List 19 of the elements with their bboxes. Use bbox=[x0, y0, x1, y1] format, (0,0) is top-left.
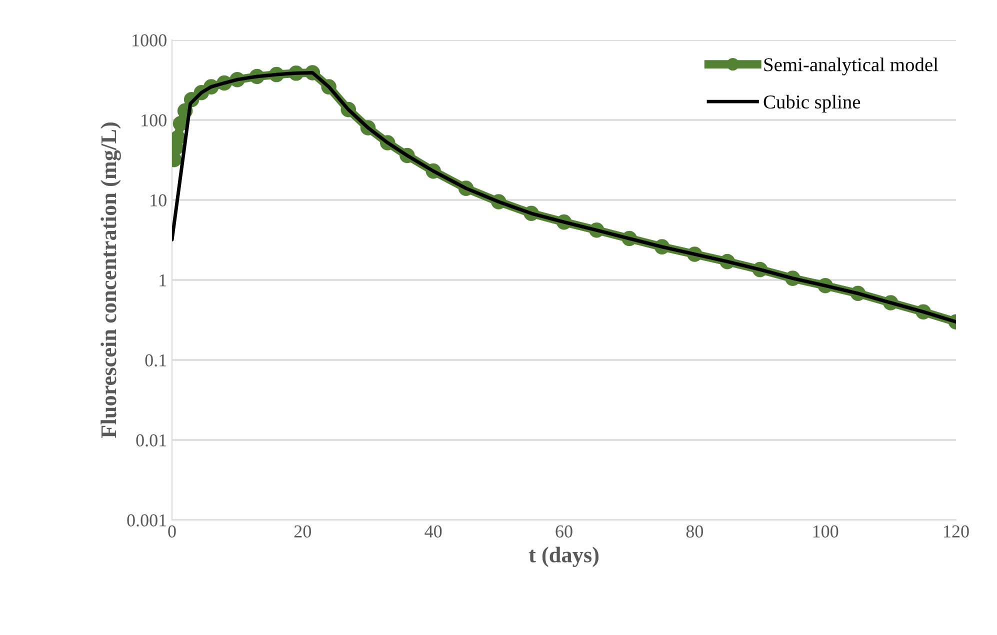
y-axis-title: Fluorescein concentration (mg/L) bbox=[100, 122, 121, 438]
y-tick-label: 100 bbox=[142, 114, 166, 126]
x-tick-label: 20 bbox=[294, 525, 312, 538]
y-tick-label: 10 bbox=[150, 194, 166, 206]
point bbox=[172, 130, 186, 146]
y-tick-label: 1 bbox=[160, 274, 166, 286]
x-tick-label: 80 bbox=[686, 525, 704, 538]
x-axis-title: t (days) bbox=[528, 546, 599, 568]
y-tick-label: 0.1 bbox=[145, 354, 166, 367]
legend-label: Cubic spline bbox=[764, 94, 860, 113]
x-tick-label: 100 bbox=[813, 525, 838, 538]
x-tick-label: 120 bbox=[944, 525, 969, 538]
legend-label: Semi-analytical model bbox=[764, 58, 938, 76]
x-tick-label: 60 bbox=[556, 525, 572, 538]
y-tick-label: 0.001 bbox=[127, 514, 166, 527]
y-tick-label: 0.01 bbox=[136, 434, 166, 447]
y-tick-label: 1000 bbox=[132, 34, 166, 46]
x-tick-label: 0 bbox=[168, 525, 176, 538]
x-tick-label: 40 bbox=[424, 525, 442, 538]
